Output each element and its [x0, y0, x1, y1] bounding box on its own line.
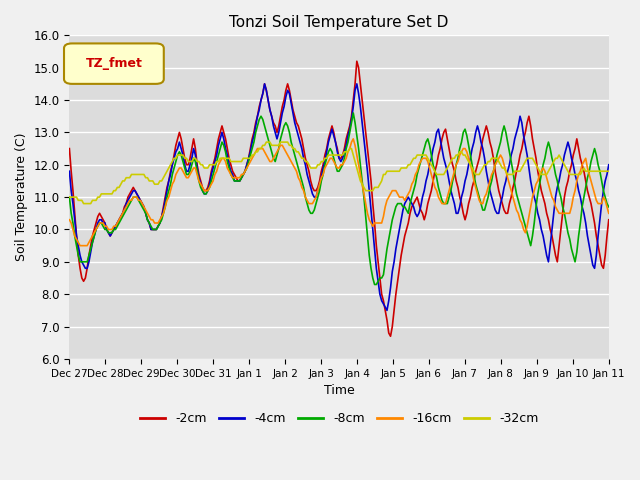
-4cm: [543, 252, 550, 258]
-32cm: [426, 159, 433, 165]
-16cm: [426, 165, 433, 171]
-16cm: [76, 243, 84, 249]
-32cm: [80, 201, 88, 206]
-32cm: [593, 168, 600, 174]
-8cm: [371, 282, 378, 288]
-16cm: [593, 197, 600, 203]
-32cm: [605, 168, 612, 174]
-2cm: [543, 210, 550, 216]
FancyBboxPatch shape: [64, 43, 164, 84]
-4cm: [260, 81, 268, 87]
Title: Tonzi Soil Temperature Set D: Tonzi Soil Temperature Set D: [229, 15, 449, 30]
-2cm: [586, 194, 593, 200]
-8cm: [426, 143, 433, 148]
Line: -2cm: -2cm: [69, 61, 609, 336]
-2cm: [605, 217, 612, 223]
-4cm: [232, 178, 240, 184]
Line: -8cm: -8cm: [69, 113, 609, 285]
-2cm: [387, 334, 394, 339]
Text: TZ_fmet: TZ_fmet: [86, 57, 143, 70]
-8cm: [605, 204, 612, 210]
-4cm: [326, 133, 334, 139]
-4cm: [383, 308, 391, 313]
-16cm: [65, 217, 73, 223]
-4cm: [593, 252, 600, 258]
-4cm: [65, 168, 73, 174]
-16cm: [234, 175, 242, 180]
-32cm: [65, 194, 73, 200]
-32cm: [586, 168, 593, 174]
-16cm: [326, 156, 334, 161]
Line: -32cm: -32cm: [69, 142, 609, 204]
-32cm: [543, 171, 550, 177]
-4cm: [586, 243, 593, 249]
-8cm: [324, 149, 332, 155]
-16cm: [605, 210, 612, 216]
-8cm: [349, 110, 357, 116]
-2cm: [593, 233, 600, 239]
-32cm: [234, 159, 242, 165]
Y-axis label: Soil Temperature (C): Soil Temperature (C): [15, 133, 28, 262]
Line: -16cm: -16cm: [69, 139, 609, 246]
-4cm: [426, 162, 433, 168]
-8cm: [232, 178, 240, 184]
-4cm: [605, 162, 612, 168]
-8cm: [593, 152, 600, 158]
Legend: -2cm, -4cm, -8cm, -16cm, -32cm: -2cm, -4cm, -8cm, -16cm, -32cm: [135, 407, 543, 430]
X-axis label: Time: Time: [324, 384, 355, 397]
-32cm: [262, 139, 270, 145]
-16cm: [349, 136, 357, 142]
Line: -4cm: -4cm: [69, 84, 609, 311]
-2cm: [353, 59, 361, 64]
-16cm: [543, 175, 550, 180]
-2cm: [65, 146, 73, 152]
-2cm: [324, 136, 332, 142]
-16cm: [586, 171, 593, 177]
-8cm: [586, 168, 593, 174]
-2cm: [232, 175, 240, 180]
-8cm: [65, 194, 73, 200]
-8cm: [543, 146, 550, 152]
-2cm: [426, 194, 433, 200]
-32cm: [328, 152, 336, 158]
